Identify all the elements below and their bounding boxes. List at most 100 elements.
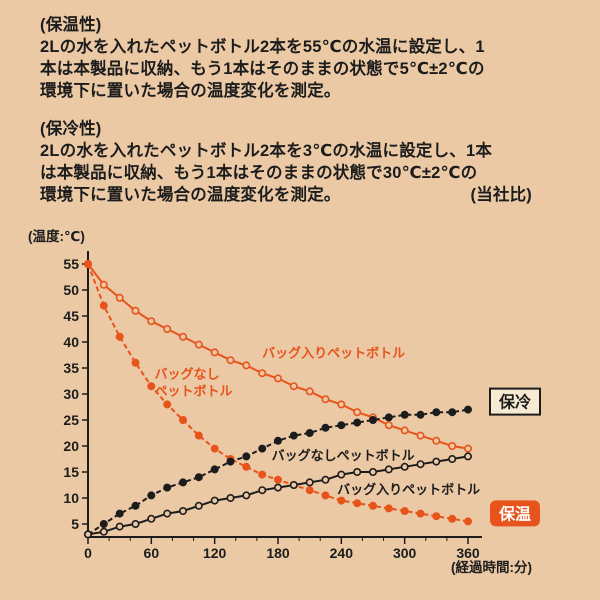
x-tick-label: 0 [84, 545, 92, 561]
y-tick-label: 25 [63, 412, 79, 428]
series-marker-2 [368, 416, 377, 425]
series-marker-1 [448, 514, 457, 523]
series-marker-3 [84, 530, 93, 539]
series-line-2 [87, 408, 469, 536]
series-marker-1 [463, 517, 472, 526]
series-marker-0 [99, 280, 108, 289]
y-tick-label: 55 [63, 256, 79, 272]
series-marker-3 [163, 509, 172, 518]
x-tick-label: 180 [266, 545, 290, 561]
end-label-保冷: 保冷 [489, 387, 541, 416]
series-marker-0 [147, 317, 156, 326]
series-marker-3 [400, 462, 409, 471]
series-marker-1 [84, 259, 93, 268]
series-marker-0 [131, 306, 140, 315]
end-label-保温: 保温 [490, 500, 540, 527]
series-marker-2 [131, 501, 140, 510]
series-annotation-1: ペットボトル [155, 383, 233, 398]
y-tick-label: 15 [63, 464, 79, 480]
series-marker-2 [353, 418, 362, 427]
series-marker-2 [147, 491, 156, 500]
series-marker-1 [337, 496, 346, 505]
series-annotation-2: バッグなしペットボトル [272, 448, 415, 463]
series-marker-2 [242, 452, 251, 461]
series-marker-0 [337, 400, 346, 409]
series-marker-1 [416, 509, 425, 518]
series-marker-3 [384, 465, 393, 474]
series-marker-0 [242, 361, 251, 370]
series-marker-3 [463, 452, 472, 461]
series-marker-2 [448, 408, 457, 417]
series-marker-1 [179, 416, 188, 425]
series-marker-0 [179, 332, 188, 341]
series-marker-2 [416, 410, 425, 419]
x-axis-title: (経過時間:分) [451, 559, 532, 575]
series-marker-0 [210, 348, 219, 357]
series-marker-0 [258, 369, 267, 378]
series-marker-0 [400, 426, 409, 435]
series-marker-3 [289, 480, 298, 489]
y-tick-label: 30 [63, 386, 79, 402]
series-marker-1 [432, 512, 441, 521]
series-marker-3 [416, 460, 425, 469]
series-marker-3 [242, 491, 251, 500]
heat-retention-description: (保温性) 2Lの水を入れたペットボトル2本を55℃の水温に設定し、1 本は本製… [40, 14, 532, 102]
y-axis-title: (温度:℃) [28, 228, 85, 244]
series-marker-0 [463, 444, 472, 453]
series-marker-1 [242, 462, 251, 471]
series-marker-2 [226, 457, 235, 466]
series-marker-0 [115, 293, 124, 302]
series-marker-0 [305, 387, 314, 396]
series-marker-3 [321, 475, 330, 484]
series-marker-0 [321, 395, 330, 404]
y-tick-label: 35 [63, 360, 79, 376]
series-marker-2 [337, 421, 346, 430]
series-marker-2 [289, 431, 298, 440]
x-tick-label: 60 [144, 545, 160, 561]
series-marker-2 [321, 423, 330, 432]
series-marker-3 [337, 470, 346, 479]
series-marker-1 [194, 431, 203, 440]
series-marker-2 [384, 413, 393, 422]
series-marker-1 [273, 475, 282, 484]
series-marker-0 [289, 382, 298, 391]
series-marker-2 [432, 408, 441, 417]
series-marker-2 [258, 444, 267, 453]
x-tick-label: 300 [393, 545, 417, 561]
series-marker-0 [273, 374, 282, 383]
series-marker-2 [210, 465, 219, 474]
series-marker-3 [353, 468, 362, 477]
series-marker-1 [368, 501, 377, 510]
series-marker-3 [432, 457, 441, 466]
series-marker-1 [321, 491, 330, 500]
series-marker-1 [384, 504, 393, 513]
series-marker-0 [416, 431, 425, 440]
series-annotation-3: バッグ入りペットボトル [337, 482, 480, 497]
cold-retention-last-row: 環境下に置いた場合の温度変化を測定。 (当社比) [40, 184, 532, 206]
y-tick-label: 50 [63, 282, 79, 298]
cold-retention-text-line3: 環境下に置いた場合の温度変化を測定。 [40, 186, 341, 204]
end-label-text: 保温 [498, 504, 531, 523]
series-marker-0 [226, 356, 235, 365]
series-marker-3 [99, 527, 108, 536]
series-marker-2 [115, 509, 124, 518]
series-marker-1 [115, 332, 124, 341]
cold-retention-description: (保冷性) 2Lの水を入れたペットボトル2本を3℃の水温に設定し、1本 は本製品… [40, 118, 532, 206]
y-tick-label: 20 [63, 438, 79, 454]
cold-retention-text-line2: は本製品に収納、もう1本はそのままの状態で30℃±2℃の [40, 164, 478, 182]
series-marker-1 [353, 499, 362, 508]
series-marker-3 [147, 514, 156, 523]
end-label-text: 保冷 [498, 393, 531, 412]
series-annotation-0: バッグ入りペットボトル [262, 346, 405, 361]
series-marker-3 [179, 506, 188, 515]
series-marker-1 [305, 486, 314, 495]
series-marker-3 [194, 501, 203, 510]
series-marker-0 [353, 408, 362, 417]
series-marker-2 [305, 429, 314, 438]
series-marker-1 [147, 382, 156, 391]
series-marker-0 [432, 436, 441, 445]
series-marker-2 [400, 410, 409, 419]
series-marker-1 [258, 470, 267, 479]
x-tick-label: 360 [456, 545, 480, 561]
